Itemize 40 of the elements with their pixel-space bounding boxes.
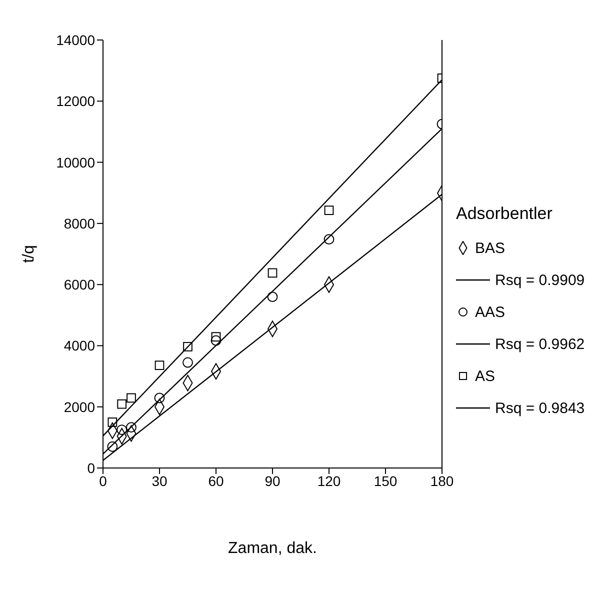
point: [182, 357, 193, 368]
point: [154, 392, 165, 404]
point: [324, 206, 334, 215]
x-tick-label: 60: [208, 472, 224, 489]
legend-label: Rsq = 0.9843: [495, 400, 585, 416]
legend-label: Rsq = 0.9962: [495, 336, 585, 352]
point: [183, 342, 192, 352]
legend-title: Adsorbentler: [456, 204, 554, 224]
point: [107, 441, 118, 452]
y-tick-label: 8000: [64, 215, 96, 232]
legend-label: Rsq = 0.9909: [495, 272, 585, 288]
point: [126, 393, 136, 403]
x-tick-label: 90: [264, 472, 280, 489]
x-tick-label: 0: [99, 472, 108, 489]
y-tick-label: 10000: [56, 154, 96, 170]
x-tick-label: 150: [374, 472, 398, 489]
y-tick-label: 0: [87, 460, 96, 476]
point: [154, 360, 164, 370]
x-axis-title: Zaman, dak.: [228, 540, 317, 557]
point: [126, 422, 136, 433]
x-tick-label: 180: [430, 472, 454, 489]
x-tick-label: 120: [317, 472, 341, 489]
point: [108, 417, 118, 427]
point: [116, 424, 128, 435]
point: [267, 292, 278, 302]
point: [324, 234, 334, 245]
y-tick-label: 4000: [64, 338, 96, 354]
legend-label: AS: [475, 368, 496, 384]
x-tick-label: 30: [152, 472, 168, 489]
y-tick-label: 2000: [64, 398, 96, 415]
point: [211, 332, 221, 342]
point: [210, 335, 222, 346]
point: [117, 399, 127, 409]
legend-label: BAS: [475, 240, 506, 256]
y-tick-label: 12000: [56, 93, 96, 110]
legend-label: AAS: [475, 304, 506, 320]
y-axis-title: t/q: [20, 245, 38, 263]
y-tick-label: 14000: [56, 32, 96, 48]
point: [268, 268, 278, 278]
y-tick-label: 6000: [64, 276, 96, 293]
